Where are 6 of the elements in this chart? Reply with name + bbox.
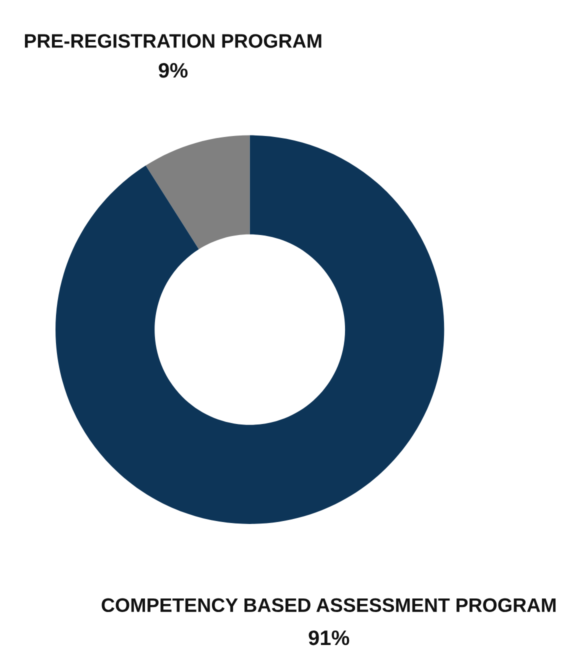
slice-label: PRE-REGISTRATION PROGRAM bbox=[24, 34, 322, 48]
data-label: 91% bbox=[308, 630, 350, 646]
donut-slice bbox=[146, 135, 250, 250]
data-label: 9% bbox=[158, 63, 188, 78]
slice-label: COMPETENCY BASED ASSESSMENT PROGRAM bbox=[102, 598, 556, 612]
donut-slice bbox=[56, 135, 444, 524]
